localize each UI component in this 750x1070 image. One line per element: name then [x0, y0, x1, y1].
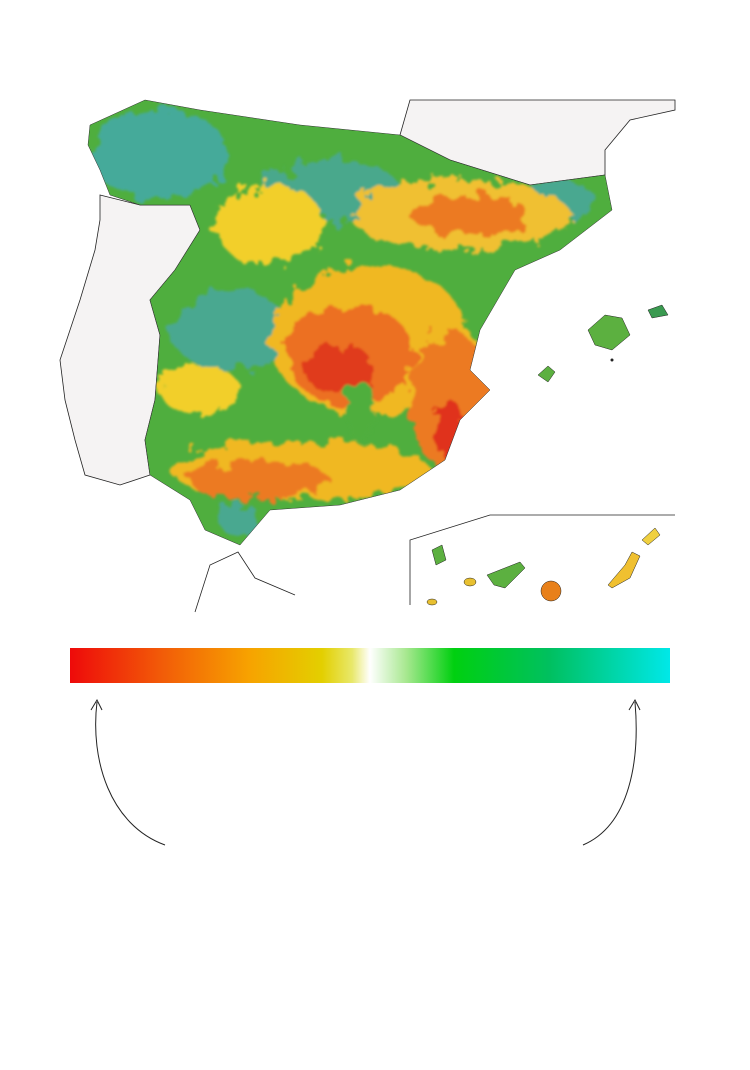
arrow-left [95, 701, 166, 846]
green-area [345, 380, 375, 440]
arrow-right [582, 701, 637, 846]
africa-coast [194, 551, 296, 613]
lanzarote [641, 527, 661, 546]
texture [90, 110, 595, 538]
red-area [435, 400, 465, 460]
teal-area [90, 110, 230, 200]
teal-area [170, 290, 290, 370]
spain [88, 100, 612, 545]
orange-area [190, 460, 330, 500]
cabrera [610, 358, 614, 362]
island [426, 598, 438, 606]
island [463, 577, 477, 587]
arrowhead-right [628, 698, 641, 711]
ibiza [537, 365, 556, 383]
color-scale [70, 648, 670, 683]
orange-area [410, 195, 530, 235]
mallorca [587, 314, 631, 351]
gran-canaria [540, 580, 562, 602]
island [431, 544, 447, 566]
inset-frame [409, 514, 675, 605]
teal-area [220, 502, 260, 538]
yellow-area [215, 185, 325, 265]
arrowhead-left [90, 698, 103, 711]
tenerife [486, 561, 526, 589]
fuerteventura [607, 551, 641, 589]
spain-outline [87, 99, 613, 546]
yellow-area [160, 365, 240, 415]
menorca [647, 304, 669, 319]
